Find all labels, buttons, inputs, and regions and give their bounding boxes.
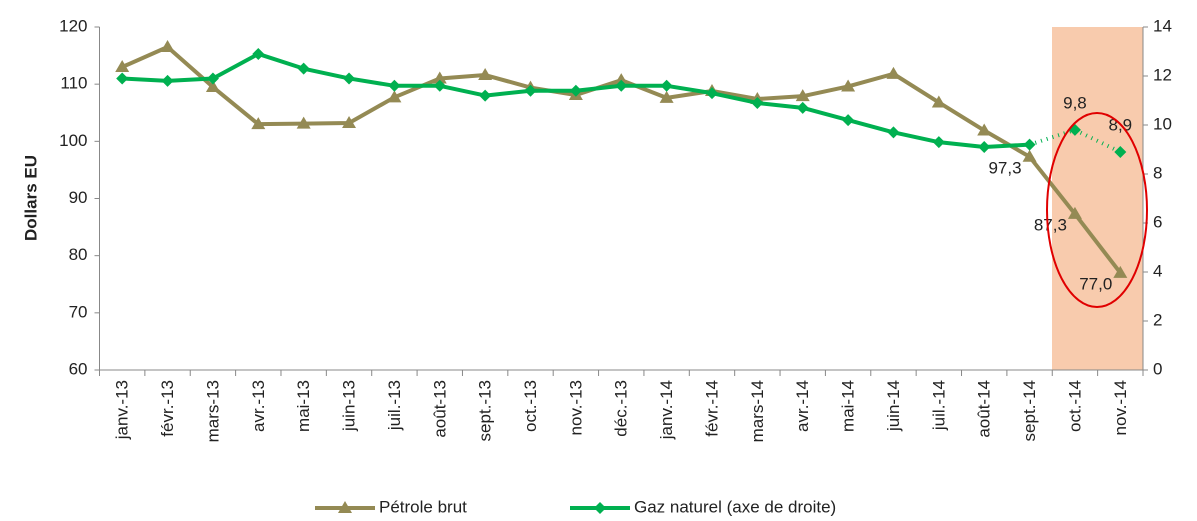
point [160, 40, 175, 53]
point [614, 73, 629, 86]
x-tick-label: févr.-13 [158, 380, 177, 437]
point [842, 114, 855, 127]
point [433, 79, 446, 92]
x-tick-label: juin-13 [340, 380, 359, 432]
point [841, 79, 856, 92]
point [342, 116, 357, 129]
data-label: 9,8 [1063, 93, 1087, 112]
x-tick-label: févr.-14 [702, 380, 721, 437]
point [252, 47, 265, 60]
data-label: 97,3 [988, 158, 1021, 177]
point [297, 62, 310, 75]
x-tick-label: mars-14 [748, 380, 767, 442]
x-tick-label: juin-14 [884, 380, 903, 432]
point [886, 66, 901, 79]
y-tick-label: 100 [59, 131, 87, 150]
y2-tick-label: 2 [1153, 310, 1162, 329]
point [161, 74, 174, 87]
highlight-region [1052, 27, 1143, 370]
point [1023, 138, 1036, 151]
x-tick-label: août-14 [975, 380, 994, 438]
point [1113, 265, 1128, 278]
data-label: 77,0 [1079, 274, 1112, 293]
point [115, 60, 130, 73]
point [705, 87, 718, 100]
y-tick-label: 90 [69, 188, 88, 207]
y-axis-title: Dollars EU [21, 155, 40, 241]
y2-tick-label: 10 [1153, 114, 1172, 133]
y2-tick-label: 14 [1153, 16, 1172, 35]
point [660, 79, 673, 92]
x-tick-label: mars-13 [203, 380, 222, 442]
y2-tick-label: 12 [1153, 65, 1172, 84]
point [569, 84, 582, 97]
point [296, 116, 311, 129]
point [479, 89, 492, 102]
legend-label: Gaz naturel (axe de droite) [634, 497, 836, 516]
x-tick-label: sept.-14 [1020, 380, 1039, 441]
x-tick-label: oct.-14 [1065, 380, 1084, 432]
point [478, 68, 493, 81]
x-tick-label: sept.-13 [476, 380, 495, 441]
point [387, 90, 402, 103]
point [432, 71, 447, 84]
x-tick-label: janv.-14 [657, 380, 676, 440]
point [978, 141, 991, 154]
data-label: 87,3 [1034, 215, 1067, 234]
y2-tick-label: 8 [1153, 163, 1162, 182]
point [887, 126, 900, 139]
point [343, 72, 356, 85]
x-tick-label: juil.-13 [385, 380, 404, 431]
legend-marker [338, 501, 352, 513]
point [251, 117, 266, 130]
x-tick-label: nov.-14 [1111, 380, 1130, 435]
y2-tick-label: 6 [1153, 212, 1162, 231]
point [796, 101, 809, 114]
point [205, 80, 220, 93]
x-tick-label: mai-14 [839, 380, 858, 432]
x-tick-label: avr.-13 [249, 380, 268, 432]
y-tick-label: 60 [69, 359, 88, 378]
point [932, 136, 945, 149]
point [615, 79, 628, 92]
point [931, 95, 946, 108]
y2-tick-label: 4 [1153, 261, 1162, 280]
point [524, 84, 537, 97]
y-tick-label: 70 [69, 302, 88, 321]
y-tick-label: 110 [60, 74, 87, 93]
x-tick-label: juil.-14 [929, 380, 948, 431]
legend-marker [594, 502, 606, 514]
x-tick-label: nov.-13 [566, 380, 585, 435]
x-tick-label: déc.-13 [612, 380, 631, 437]
point [1067, 206, 1082, 219]
y-tick-label: 80 [69, 245, 88, 264]
y2-tick-label: 0 [1153, 359, 1162, 378]
x-tick-label: mai-13 [294, 380, 313, 432]
x-tick-label: oct.-13 [521, 380, 540, 432]
highlight-ellipse [1046, 112, 1148, 308]
point [206, 72, 219, 85]
x-tick-label: avr.-14 [793, 380, 812, 432]
y-tick-label: 120 [59, 16, 87, 35]
point [659, 90, 674, 103]
legend-label: Pétrole brut [379, 497, 467, 516]
point [977, 123, 992, 136]
point [795, 89, 810, 102]
point [116, 72, 129, 85]
x-tick-label: août-13 [430, 380, 449, 438]
point [1022, 149, 1037, 162]
x-tick-label: janv.-13 [113, 380, 132, 440]
point [388, 79, 401, 92]
point [1114, 145, 1127, 158]
point [751, 96, 764, 109]
